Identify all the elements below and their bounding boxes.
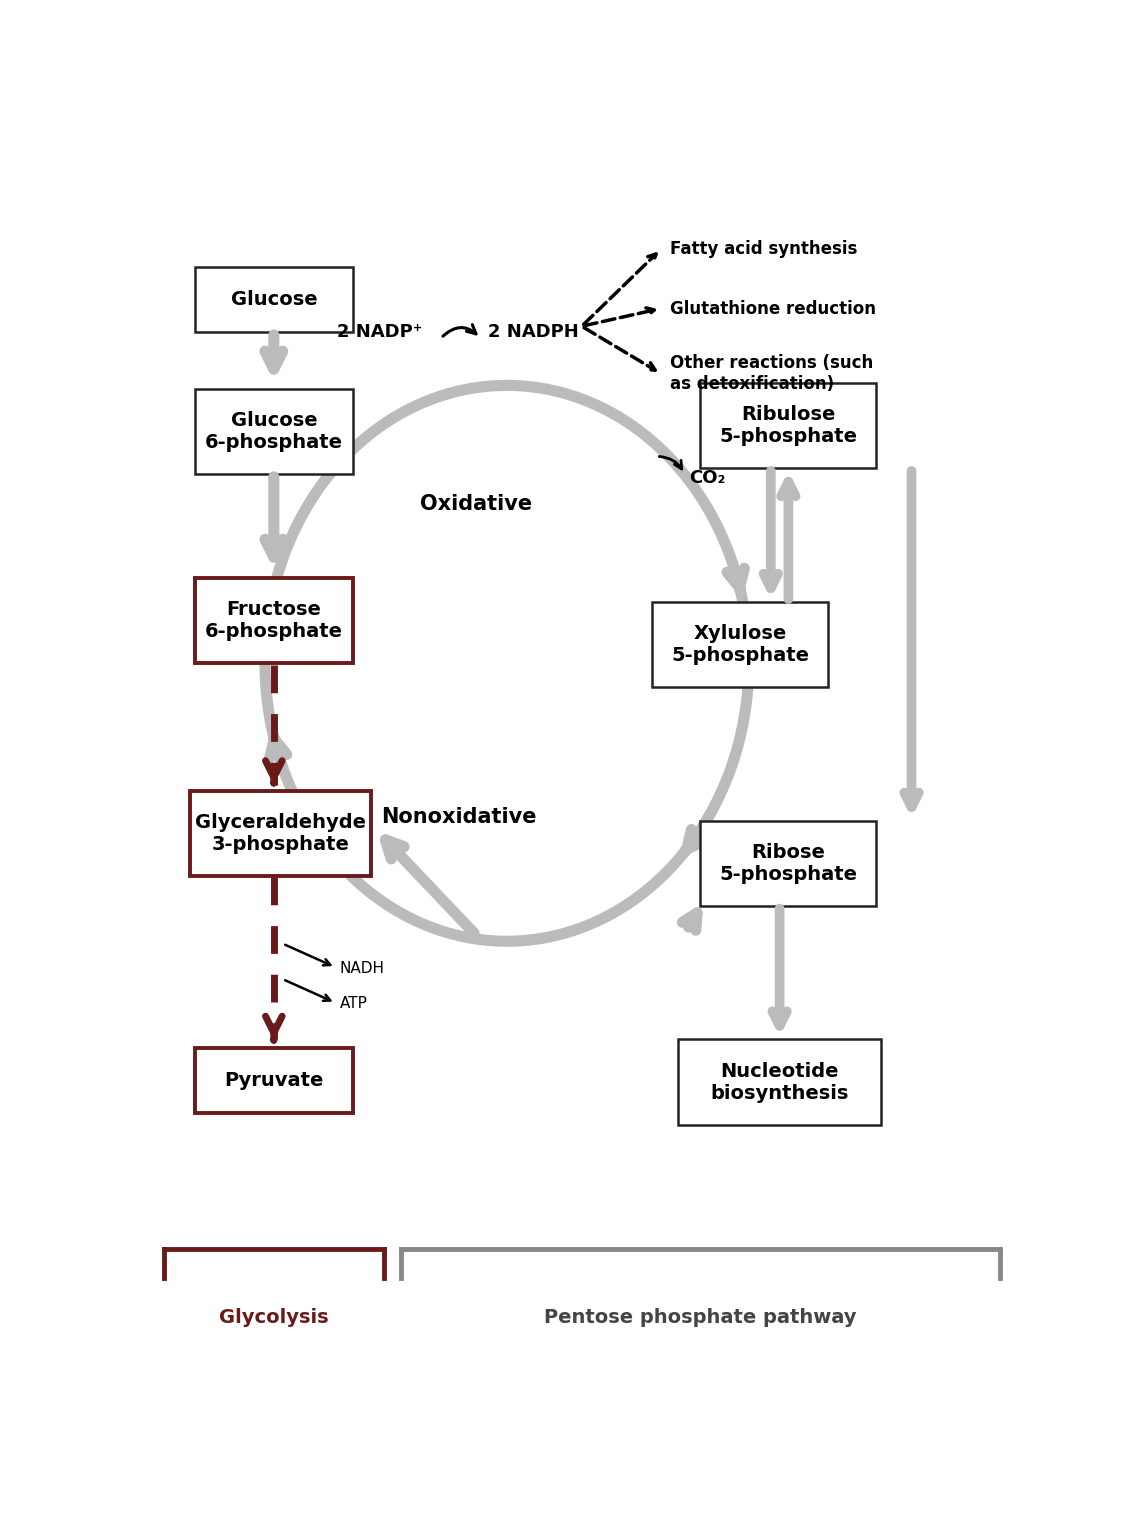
FancyBboxPatch shape bbox=[651, 602, 829, 687]
Text: Other reactions (such
as detoxification): Other reactions (such as detoxification) bbox=[670, 355, 873, 393]
Text: Nonoxidative: Nonoxidative bbox=[380, 806, 537, 826]
Text: Glyceraldehyde
3-phosphate: Glyceraldehyde 3-phosphate bbox=[195, 813, 365, 854]
Text: Glycolysis: Glycolysis bbox=[219, 1309, 329, 1327]
Text: NADH: NADH bbox=[339, 962, 385, 975]
Text: Glucose: Glucose bbox=[230, 290, 317, 309]
Text: Fatty acid synthesis: Fatty acid synthesis bbox=[670, 240, 857, 258]
FancyBboxPatch shape bbox=[195, 389, 353, 475]
Text: Xylulose
5-phosphate: Xylulose 5-phosphate bbox=[671, 624, 809, 665]
FancyBboxPatch shape bbox=[195, 267, 353, 332]
Text: Nucleotide
biosynthesis: Nucleotide biosynthesis bbox=[711, 1061, 849, 1103]
Text: Glutathione reduction: Glutathione reduction bbox=[670, 300, 875, 318]
FancyBboxPatch shape bbox=[195, 1048, 353, 1112]
Text: Ribulose
5-phosphate: Ribulose 5-phosphate bbox=[720, 406, 857, 445]
Text: 2 NADP⁺: 2 NADP⁺ bbox=[337, 323, 422, 341]
Text: Fructose
6-phosphate: Fructose 6-phosphate bbox=[204, 601, 343, 641]
FancyBboxPatch shape bbox=[700, 820, 876, 906]
Text: ATP: ATP bbox=[339, 997, 368, 1011]
FancyBboxPatch shape bbox=[700, 382, 876, 468]
FancyBboxPatch shape bbox=[679, 1040, 881, 1124]
FancyBboxPatch shape bbox=[195, 578, 353, 664]
Text: Glucose
6-phosphate: Glucose 6-phosphate bbox=[204, 412, 343, 452]
Text: CO₂: CO₂ bbox=[689, 468, 725, 487]
Text: 2 NADPH: 2 NADPH bbox=[488, 323, 579, 341]
Text: Pentose phosphate pathway: Pentose phosphate pathway bbox=[544, 1309, 857, 1327]
Text: Pyruvate: Pyruvate bbox=[224, 1071, 323, 1089]
Text: Ribose
5-phosphate: Ribose 5-phosphate bbox=[720, 843, 857, 883]
Text: Oxidative: Oxidative bbox=[420, 493, 532, 513]
FancyBboxPatch shape bbox=[191, 791, 370, 876]
